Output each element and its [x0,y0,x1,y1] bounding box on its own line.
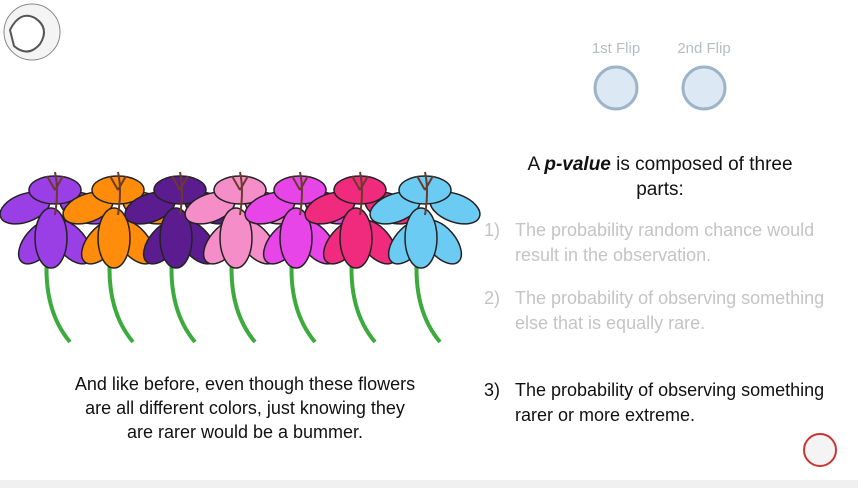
stamen [46,171,64,216]
footer-bar [0,480,858,488]
petal [97,207,131,269]
stamen [416,171,434,216]
petal [34,207,68,269]
coin-icon [681,65,727,111]
stamen [291,171,309,216]
part-text: The probability of observing something e… [515,288,825,333]
coin-icon [593,65,639,111]
petal [404,207,438,269]
petal [279,207,313,269]
heading-text: A [527,154,545,175]
part: 3) The probability of observing something… [484,378,844,428]
part-number: 2) [484,288,501,308]
caption: And like before, even though these flowe… [74,374,416,442]
stamen [171,171,189,216]
petal [339,207,373,269]
stamen [231,171,249,216]
part: 2) The probability of observing something… [484,286,844,336]
logo-small [803,433,837,467]
flower [369,171,481,344]
petal [219,207,253,269]
stamen [351,171,369,216]
stamen [109,171,127,216]
flip-label: 1st Flip [591,40,641,57]
part-text: The probability random chance would resu… [515,220,815,265]
part: 1) The probability random chance would re… [484,218,844,268]
heading: A p-value is composed of three parts: [520,152,800,202]
heading-emphasis: p-value [544,154,611,175]
part-number: 1) [484,220,501,240]
heading-text: is composed of three parts: [610,154,793,200]
logo [3,3,61,61]
part-number: 3) [484,380,501,400]
petal [159,207,193,269]
part-text: The probability of observing something r… [515,380,825,425]
flip-label: 2nd Flip [677,40,731,57]
flowers [0,171,481,344]
